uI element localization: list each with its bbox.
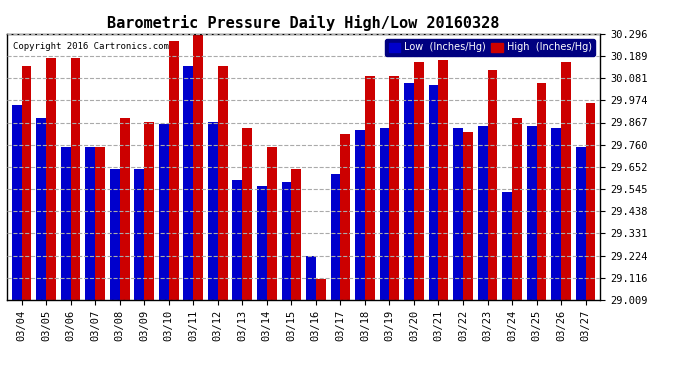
- Bar: [37, 118, 46, 300]
- Bar: [561, 62, 571, 300]
- Bar: [365, 76, 375, 300]
- Bar: [208, 122, 218, 300]
- Title: Barometric Pressure Daily High/Low 20160328: Barometric Pressure Daily High/Low 20160…: [108, 15, 500, 31]
- Bar: [537, 82, 546, 300]
- Bar: [306, 256, 316, 300]
- Legend: Low  (Inches/Hg), High  (Inches/Hg): Low (Inches/Hg), High (Inches/Hg): [385, 39, 595, 56]
- Bar: [242, 128, 252, 300]
- Bar: [95, 147, 105, 300]
- Bar: [282, 182, 291, 300]
- Bar: [488, 70, 497, 300]
- Bar: [193, 35, 203, 300]
- Bar: [477, 126, 488, 300]
- Bar: [586, 103, 595, 300]
- Bar: [340, 134, 351, 300]
- Bar: [502, 192, 512, 300]
- Bar: [463, 132, 473, 300]
- Bar: [233, 180, 242, 300]
- Bar: [512, 118, 522, 300]
- Bar: [46, 58, 56, 300]
- Bar: [144, 122, 154, 300]
- Bar: [12, 105, 21, 300]
- Text: Copyright 2016 Cartronics.com: Copyright 2016 Cartronics.com: [13, 42, 169, 51]
- Bar: [267, 147, 277, 300]
- Bar: [414, 62, 424, 300]
- Bar: [110, 170, 119, 300]
- Bar: [61, 147, 70, 300]
- Bar: [331, 174, 340, 300]
- Bar: [21, 66, 32, 300]
- Bar: [526, 126, 537, 300]
- Bar: [291, 170, 301, 300]
- Bar: [428, 85, 438, 300]
- Bar: [218, 66, 228, 300]
- Bar: [575, 147, 586, 300]
- Bar: [404, 82, 414, 300]
- Bar: [86, 147, 95, 300]
- Bar: [355, 130, 365, 300]
- Bar: [316, 279, 326, 300]
- Bar: [389, 76, 400, 300]
- Bar: [184, 66, 193, 300]
- Bar: [453, 128, 463, 300]
- Bar: [169, 41, 179, 300]
- Bar: [159, 124, 169, 300]
- Bar: [70, 58, 81, 300]
- Bar: [380, 128, 389, 300]
- Bar: [257, 186, 267, 300]
- Bar: [438, 60, 449, 300]
- Bar: [119, 118, 130, 300]
- Bar: [551, 128, 561, 300]
- Bar: [135, 170, 144, 300]
